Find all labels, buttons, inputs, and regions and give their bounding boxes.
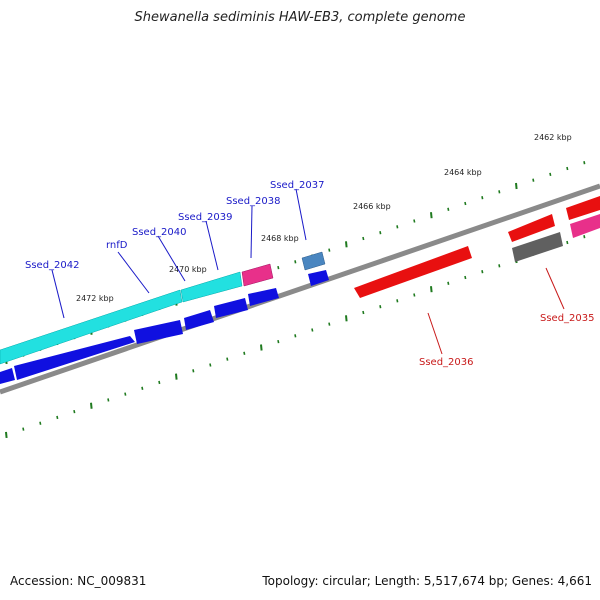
minor-tick [583,161,586,165]
gene-label-ssed-2038[interactable]: Ssed_2038 [226,196,281,207]
tick-label: 2470 kbp [169,265,207,274]
gene-feature-blue-6[interactable] [248,288,279,306]
accession-text: Accession: NC_009831 [10,574,147,588]
minor-tick [447,281,450,285]
minor-tick [396,225,399,229]
minor-tick [549,172,552,177]
major-tick [175,373,178,380]
gene-feature-blue-1[interactable] [0,368,15,384]
minor-tick [362,236,365,241]
minor-tick [379,231,382,235]
minor-tick [22,427,25,431]
label-leader [250,205,253,259]
label-leader [295,188,307,241]
gene-label-ssed-2037[interactable]: Ssed_2037 [270,180,325,191]
minor-tick [141,386,144,390]
minor-tick [73,409,76,414]
tick-row-upper [5,161,586,365]
tick-label: 2462 kbp [534,133,572,142]
gene-feature-pink[interactable] [241,263,274,287]
tick-label: 2464 kbp [444,168,482,177]
gene-label-ssed-2035[interactable]: Ssed_2035 [540,313,595,324]
gene-feature-red-mid[interactable] [508,214,555,242]
label-leader [157,235,186,282]
minor-tick [294,260,297,264]
gene-feature-blue-7[interactable] [308,270,329,286]
gene-feature-cyan-short[interactable] [180,271,243,303]
minor-tick [464,275,467,280]
minor-tick [277,339,280,344]
gene-feature-pink-edge[interactable] [570,214,600,238]
gene-feature-blue-3[interactable] [134,320,183,344]
map-title: Shewanella sediminis HAW-EB3, complete g… [134,10,466,25]
gene-feature-blue-5[interactable] [214,298,248,318]
major-tick [345,241,348,248]
minor-tick [328,248,331,252]
minor-tick [464,201,467,206]
minor-tick [192,369,195,373]
genome-backbone [0,183,600,395]
minor-tick [532,178,535,182]
label-leader [51,269,65,319]
label-leader [205,220,219,271]
minor-tick [107,398,110,402]
gene-feature-blue-2[interactable] [14,336,135,380]
major-tick [430,212,433,219]
major-tick [5,431,8,439]
minor-tick [362,310,365,315]
gene-feature-gray[interactable] [512,232,563,262]
minor-tick [311,328,314,332]
gene-label-ssed-2042[interactable]: Ssed_2042 [25,260,80,271]
minor-tick [277,265,280,270]
minor-tick [226,357,229,361]
gene-label-ssed-2040[interactable]: Ssed_2040 [132,227,187,238]
major-tick [515,182,518,190]
minor-tick [566,240,569,245]
minor-tick [209,363,212,367]
gene-feature-cyan-long[interactable] [0,289,183,365]
gene-label-ssed-2039[interactable]: Ssed_2039 [178,212,233,223]
minor-tick [447,207,450,211]
minor-tick [124,392,127,396]
minor-tick [56,415,59,420]
gene-feature-steel[interactable] [301,251,326,271]
minor-tick [243,351,246,355]
genome-summary-text: Topology: circular; Length: 5,517,674 bp… [262,574,592,588]
gene-feature-blue-4[interactable] [184,310,214,330]
minor-tick [498,190,501,194]
label-leader [427,312,443,355]
minor-tick [583,235,586,239]
major-tick [260,344,263,351]
tick-label: 2466 kbp [353,202,391,211]
minor-tick [413,219,416,223]
minor-tick [498,264,501,268]
label-leader [545,267,565,310]
minor-tick [39,421,42,425]
minor-tick [566,166,569,171]
minor-tick [158,380,161,385]
gene-feature-red-long[interactable] [354,246,472,298]
gene-label-rnfd[interactable]: rnfD [106,240,128,251]
major-tick [90,402,93,409]
minor-tick [481,270,484,274]
minor-tick [396,299,399,303]
minor-tick [481,196,484,200]
label-leader [117,251,150,294]
gene-feature-red-edge[interactable] [566,196,600,220]
minor-tick [413,293,416,297]
major-tick [430,286,433,293]
tick-row-lower [5,235,586,439]
major-tick [345,315,348,322]
tick-label: 2468 kbp [261,234,299,243]
tick-label: 2472 kbp [76,294,114,303]
gene-label-ssed-2036[interactable]: Ssed_2036 [419,357,474,368]
minor-tick [294,334,297,338]
minor-tick [328,322,331,326]
minor-tick [379,305,382,309]
